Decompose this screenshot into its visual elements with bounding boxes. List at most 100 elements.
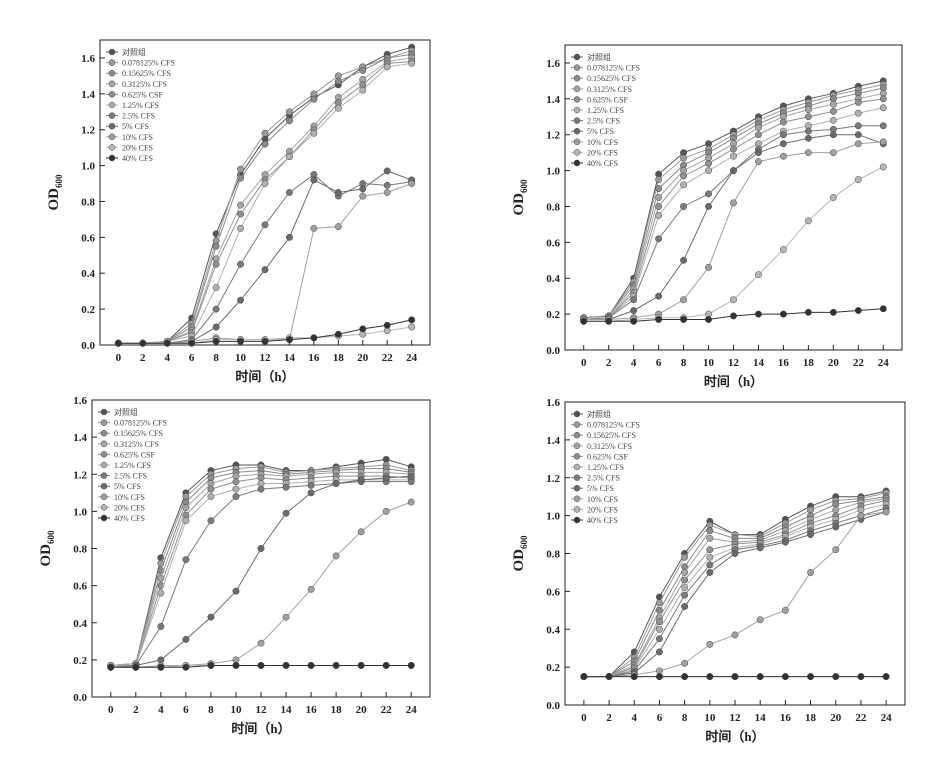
data-point [805, 106, 811, 112]
data-point [408, 662, 414, 668]
data-point [237, 175, 243, 181]
x-tick-label: 0 [581, 712, 587, 724]
x-tick-label: 6 [657, 712, 663, 724]
data-point [782, 673, 788, 679]
data-point [855, 307, 861, 313]
legend-label: 20% CFS [587, 505, 618, 514]
data-point [233, 662, 239, 668]
legend-marker [101, 504, 107, 510]
data-point [830, 101, 836, 107]
data-point [605, 318, 611, 324]
y-tick-label: 0.6 [546, 586, 560, 598]
legend-marker [109, 134, 115, 140]
data-point [183, 517, 189, 523]
legend-label: 40% CFS [122, 154, 153, 163]
legend-marker [574, 443, 580, 449]
y-axis-label-sub: 600 [519, 179, 529, 193]
data-point [805, 128, 811, 134]
y-tick-label: 0.6 [73, 581, 87, 593]
data-point [360, 326, 366, 332]
data-point [258, 545, 264, 551]
x-tick-label: 14 [755, 712, 767, 724]
legend-marker [101, 409, 107, 415]
data-point [158, 623, 164, 629]
y-tick-label: 0.4 [73, 618, 87, 630]
series-line [584, 81, 884, 318]
legend-marker [109, 113, 115, 119]
data-point [656, 607, 662, 613]
x-tick-label: 8 [208, 704, 214, 716]
data-point [208, 614, 214, 620]
x-tick-label: 22 [381, 704, 393, 716]
data-point [655, 236, 661, 242]
data-point [655, 203, 661, 209]
legend-label: 0.3125% CFS [587, 85, 632, 94]
data-point [855, 132, 861, 138]
x-tick-label: 22 [853, 357, 865, 369]
data-point [680, 155, 686, 161]
x-tick-label: 10 [235, 352, 247, 364]
legend-marker [574, 107, 580, 113]
x-tick-label: 16 [780, 712, 792, 724]
data-point [655, 194, 661, 200]
data-point [335, 331, 341, 337]
data-point [208, 517, 214, 523]
data-point [237, 338, 243, 344]
y-tick-label: 0.2 [73, 655, 87, 667]
legend-label: 0.078125% CFS [587, 421, 640, 430]
data-point [705, 316, 711, 322]
data-point [681, 603, 687, 609]
data-point [335, 223, 341, 229]
legend-label: 20% CFS [114, 503, 145, 512]
data-point [360, 193, 366, 199]
data-point [188, 340, 194, 346]
data-point [656, 626, 662, 632]
x-axis-label: 时间（h） [235, 369, 294, 384]
legend-marker [101, 430, 107, 436]
series-line [111, 476, 411, 667]
x-tick-label: 2 [606, 712, 612, 724]
data-point [705, 191, 711, 197]
legend-marker [574, 517, 580, 523]
x-tick-label: 14 [753, 357, 765, 369]
data-point [880, 123, 886, 129]
y-tick-label: 1.0 [73, 506, 87, 518]
x-tick-label: 22 [382, 352, 394, 364]
data-point [807, 673, 813, 679]
y-tick-label: 1.2 [546, 130, 560, 142]
data-point [656, 618, 662, 624]
x-tick-label: 20 [357, 352, 369, 364]
legend-label: 40% CFS [587, 159, 618, 168]
legend-marker [574, 464, 580, 470]
legend-marker [574, 160, 580, 166]
legend-label: 20% CFS [122, 143, 153, 152]
data-point [308, 482, 314, 488]
series-line [584, 500, 886, 676]
x-axis-label: 时间（h） [231, 721, 290, 736]
data-point [183, 556, 189, 562]
y-tick-label: 0.4 [546, 273, 560, 285]
data-point [358, 529, 364, 535]
legend-marker [109, 49, 115, 55]
data-point [655, 212, 661, 218]
data-point [286, 336, 292, 342]
data-point [133, 664, 139, 670]
data-point [780, 311, 786, 317]
x-tick-label: 4 [164, 352, 170, 364]
data-point [408, 499, 414, 505]
data-point [858, 673, 864, 679]
data-point [262, 222, 268, 228]
series-line [118, 58, 411, 343]
data-point [606, 673, 612, 679]
y-tick-label: 1.6 [546, 58, 560, 70]
data-point [213, 338, 219, 344]
y-tick-label: 1.4 [81, 89, 95, 101]
chart-panel: 0.00.20.40.60.81.01.21.41.60246810121416… [38, 395, 430, 736]
legend-label: 0.625% CSF [587, 95, 628, 104]
data-point [408, 317, 414, 323]
data-point [730, 146, 736, 152]
data-point [213, 306, 219, 312]
data-point [705, 160, 711, 166]
legend-marker [574, 65, 580, 71]
